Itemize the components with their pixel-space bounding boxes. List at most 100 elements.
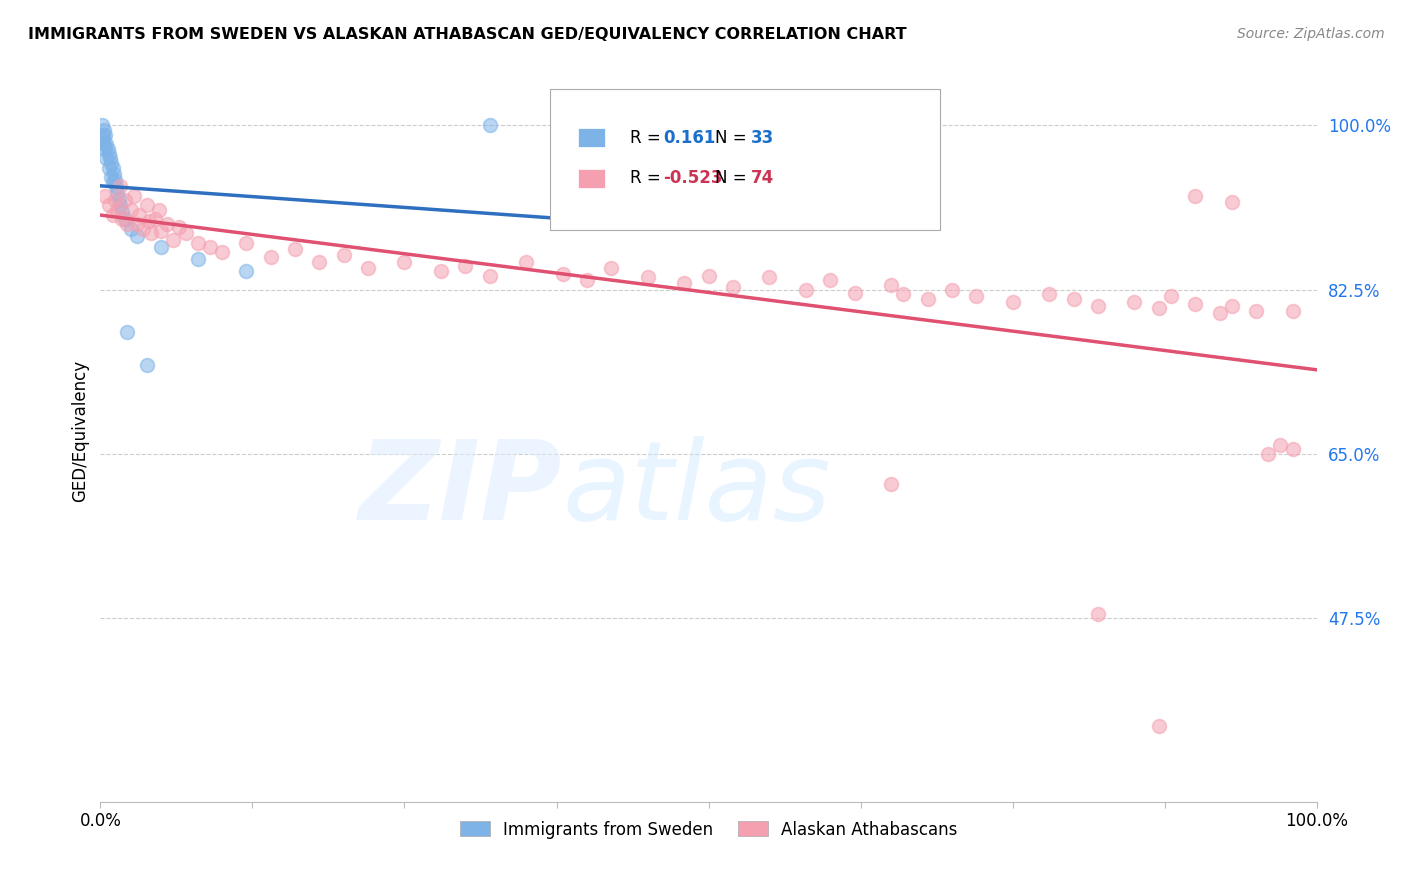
Point bbox=[100, 169, 122, 184]
Point bbox=[332, 248, 354, 262]
FancyBboxPatch shape bbox=[578, 169, 605, 188]
Point bbox=[90, 119, 112, 133]
Point bbox=[198, 240, 221, 254]
Text: 0.161: 0.161 bbox=[664, 128, 716, 146]
Point bbox=[235, 235, 257, 250]
Point bbox=[260, 250, 283, 264]
Point bbox=[235, 264, 257, 278]
Point bbox=[169, 219, 191, 234]
Point bbox=[115, 325, 138, 339]
Point bbox=[917, 292, 939, 306]
Point bbox=[96, 151, 118, 165]
Point bbox=[108, 179, 131, 194]
Point bbox=[308, 254, 330, 268]
Point bbox=[478, 268, 501, 283]
Point bbox=[794, 283, 817, 297]
Point bbox=[98, 151, 121, 165]
Point bbox=[673, 276, 696, 290]
FancyBboxPatch shape bbox=[578, 128, 605, 147]
Point bbox=[156, 217, 179, 231]
Point bbox=[721, 280, 744, 294]
Point bbox=[515, 254, 537, 268]
Point bbox=[1147, 301, 1170, 316]
Text: atlas: atlas bbox=[562, 436, 831, 543]
Point bbox=[187, 235, 209, 250]
Point bbox=[135, 358, 157, 372]
Point bbox=[120, 221, 142, 235]
Point bbox=[430, 264, 453, 278]
Point bbox=[91, 132, 114, 146]
Text: R =: R = bbox=[630, 128, 665, 146]
Legend: Immigrants from Sweden, Alaskan Athabascans: Immigrants from Sweden, Alaskan Athabasc… bbox=[453, 814, 965, 846]
Point bbox=[104, 173, 127, 187]
Text: N =: N = bbox=[714, 169, 752, 187]
Point bbox=[1063, 292, 1085, 306]
Point bbox=[125, 229, 148, 244]
Point bbox=[394, 254, 416, 268]
Point bbox=[357, 261, 380, 276]
Point bbox=[103, 167, 125, 181]
Point bbox=[97, 161, 120, 175]
Y-axis label: GED/Equivalency: GED/Equivalency bbox=[72, 359, 89, 501]
Point bbox=[105, 186, 128, 200]
Point bbox=[105, 202, 128, 217]
Point bbox=[114, 212, 136, 227]
Point bbox=[1001, 294, 1024, 309]
Point bbox=[211, 245, 233, 260]
Point bbox=[187, 252, 209, 266]
Point bbox=[1087, 299, 1109, 313]
Point bbox=[150, 223, 173, 237]
Text: Source: ZipAtlas.com: Source: ZipAtlas.com bbox=[1237, 27, 1385, 41]
Point bbox=[135, 198, 157, 212]
Point bbox=[600, 261, 623, 276]
Point bbox=[105, 179, 128, 194]
Point bbox=[844, 285, 866, 300]
Point bbox=[1123, 294, 1146, 309]
Point bbox=[174, 227, 197, 241]
Point bbox=[115, 217, 138, 231]
Point bbox=[100, 156, 122, 170]
Point bbox=[891, 287, 914, 301]
Point bbox=[128, 208, 150, 222]
Point bbox=[93, 123, 115, 137]
Point bbox=[1087, 607, 1109, 621]
Point bbox=[94, 188, 117, 202]
Point bbox=[108, 198, 131, 212]
Point bbox=[1281, 304, 1303, 318]
Point bbox=[107, 192, 129, 206]
Point bbox=[125, 217, 148, 231]
Point bbox=[141, 227, 163, 241]
Point bbox=[880, 477, 903, 491]
Point bbox=[880, 278, 903, 293]
Text: ZIP: ZIP bbox=[359, 436, 562, 543]
Point bbox=[94, 128, 117, 142]
Point bbox=[941, 283, 963, 297]
Point bbox=[111, 212, 134, 227]
Point bbox=[97, 198, 120, 212]
Point bbox=[1220, 195, 1243, 210]
Point bbox=[284, 243, 307, 257]
Point bbox=[138, 214, 160, 228]
Point bbox=[97, 146, 120, 161]
Point bbox=[1184, 188, 1206, 202]
Point bbox=[101, 208, 124, 222]
Point bbox=[820, 273, 842, 287]
Point bbox=[94, 142, 117, 156]
Point bbox=[454, 259, 477, 273]
Point bbox=[697, 268, 720, 283]
Point bbox=[1147, 719, 1170, 733]
Point bbox=[120, 202, 142, 217]
Point bbox=[91, 128, 114, 142]
Point bbox=[1244, 304, 1267, 318]
Point bbox=[162, 233, 184, 247]
Point bbox=[1220, 299, 1243, 313]
Point bbox=[1257, 447, 1279, 461]
Point bbox=[965, 289, 987, 303]
Point bbox=[1160, 289, 1182, 303]
Point bbox=[478, 119, 501, 133]
Point bbox=[97, 142, 120, 156]
Point bbox=[575, 273, 598, 287]
Point bbox=[148, 202, 170, 217]
Text: N =: N = bbox=[714, 128, 752, 146]
Text: -0.523: -0.523 bbox=[664, 169, 723, 187]
